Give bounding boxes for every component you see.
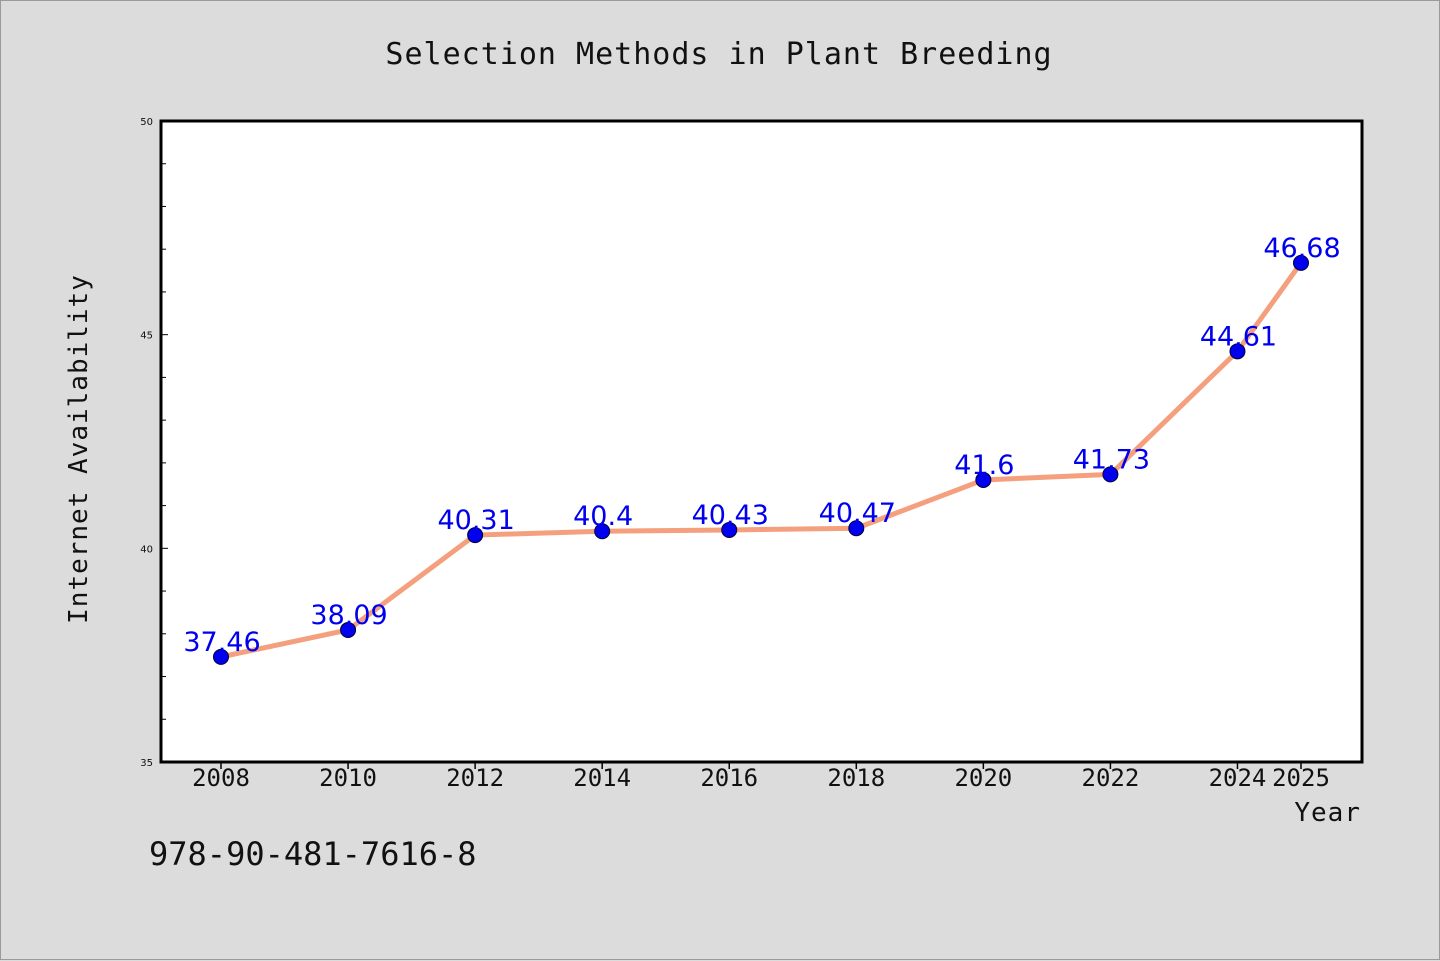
data-label: 40.31 [437,505,514,536]
y-tick-label: 45 [140,331,153,342]
x-tick-label: 2016 [700,764,758,792]
data-label: 46.68 [1263,233,1340,264]
x-axis-label: Year [1294,798,1361,828]
data-point [340,621,357,638]
x-tick-label: 2014 [573,764,631,792]
x-tick-label: 2025 [1272,764,1330,792]
data-label: 40.43 [692,500,769,531]
data-point [1293,254,1309,271]
chart-title: Selection Methods in Plant Breeding [385,37,1052,72]
series-group [213,254,1309,665]
isbn-footnote: 978-90-481-7616-8 [149,835,477,873]
data-label: 41.73 [1073,444,1150,475]
y-tick-label: 40 [140,544,153,555]
data-point [1102,466,1119,483]
data-label: 38.09 [310,600,387,631]
plot-area [159,119,1364,764]
x-tick-label: 2018 [827,764,885,792]
data-point [594,523,611,540]
y-tick-label: 50 [140,117,153,128]
y-axis-label: Internet Availability [64,274,94,624]
x-axis: 2008 2010 2012 2014 2016 2018 2020 2022 2024 2025 [192,762,1330,792]
data-point [848,520,865,537]
data-label: 44.61 [1200,321,1277,352]
data-label: 40.4 [573,501,633,532]
y-axis: 35 40 45 50 [140,117,168,769]
data-point [467,527,484,544]
x-tick-label: 2022 [1082,764,1140,792]
x-tick-label: 2010 [319,764,377,792]
data-point [1229,343,1246,360]
x-tick-label: 2020 [954,764,1012,792]
data-label: 41.6 [954,450,1014,481]
data-labels: 37.46 38.09 40.31 40.4 40.43 40.47 41.6 41.73 44… [183,233,1340,658]
data-point [213,648,229,665]
series-line [218,260,1304,660]
x-tick-label: 2012 [446,764,504,792]
data-point [721,521,738,538]
x-tick-label: 2024 [1209,764,1267,792]
data-label: 37.46 [183,627,260,658]
data-point [975,471,992,488]
y-tick-label: 35 [140,758,153,769]
x-tick-label: 2008 [192,764,250,792]
data-label: 40.47 [819,498,896,529]
